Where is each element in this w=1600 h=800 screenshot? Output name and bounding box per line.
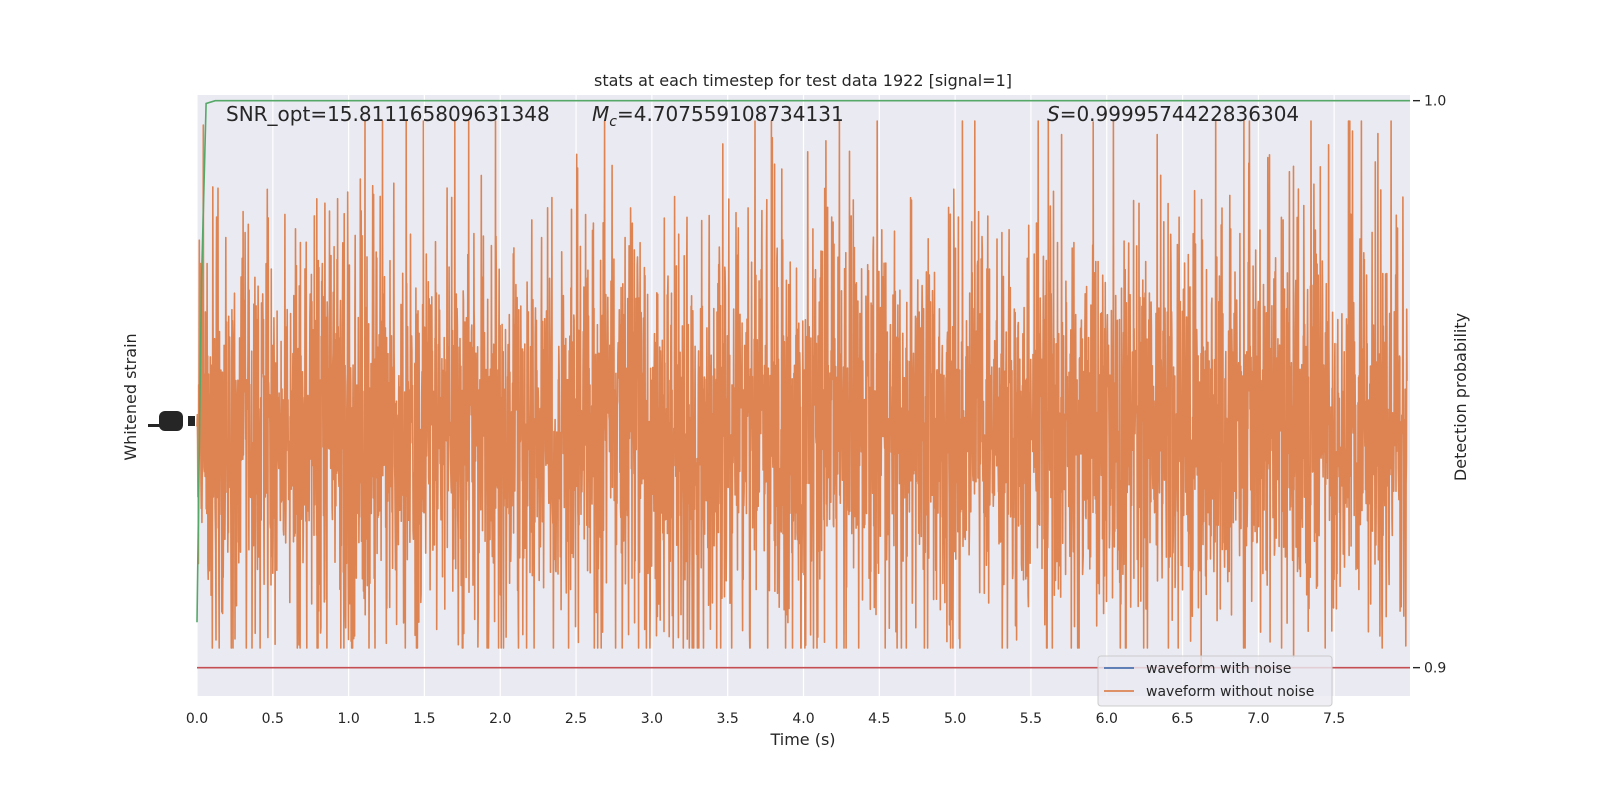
right-tick-label: 1.0 <box>1424 94 1446 110</box>
detection-stat-value: =0.9999574422836304 <box>1060 102 1299 126</box>
chirp-mass-symbol: M <box>592 102 609 126</box>
x-tick-label: 7.0 <box>1247 711 1269 727</box>
x-tick-label: 7.5 <box>1323 711 1345 727</box>
left-tick-mark <box>188 416 195 426</box>
right-y-axis-label: Detection probability <box>1451 313 1470 481</box>
detection-stat: S=0.9999574422836304 <box>1047 102 1299 126</box>
chirp-mass-subscript: c <box>609 114 617 130</box>
chart-title: stats at each timestep for test data 192… <box>594 71 1012 90</box>
chirp-mass-value: =4.707559108734131 <box>617 102 844 126</box>
waveform-without-noise-line <box>196 120 1408 668</box>
x-tick-label: 5.0 <box>944 711 966 727</box>
detection-stat-symbol: S <box>1047 102 1060 126</box>
x-tick-label: 6.0 <box>1096 711 1118 727</box>
legend: waveform with noise waveform without noi… <box>1097 655 1333 707</box>
x-tick-label: 3.0 <box>641 711 663 727</box>
detection-probability-line <box>196 99 1410 623</box>
series-detection-probability <box>196 99 1410 623</box>
x-axis-ticks: 0.0 0.5 1.0 1.5 2.0 2.5 3.0 3.5 4.0 4.5 5.0 5.5 6.0 6… <box>186 711 1345 727</box>
left-tick-blob <box>159 411 183 431</box>
x-tick-label: 1.5 <box>413 711 435 727</box>
x-tick-label: 6.5 <box>1171 711 1193 727</box>
chirp-mass-stat: Mc=4.707559108734131 <box>592 102 844 130</box>
legend-label-without-noise: waveform without noise <box>1146 684 1314 700</box>
x-tick-label: 2.0 <box>489 711 511 727</box>
x-tick-label: 4.0 <box>792 711 814 727</box>
x-tick-label: 4.5 <box>868 711 890 727</box>
x-tick-label: 5.5 <box>1020 711 1042 727</box>
snr-opt-stat: SNR_opt=15.811165809631348 <box>226 102 550 126</box>
x-tick-label: 0.0 <box>186 711 208 727</box>
left-axis-overlapping-ticks <box>148 411 195 431</box>
x-tick-label: 3.5 <box>717 711 739 727</box>
left-y-axis-label: Whitened strain <box>121 333 140 460</box>
series-waveform-without-noise <box>196 120 1408 668</box>
x-tick-label: 2.5 <box>565 711 587 727</box>
x-tick-label: 0.5 <box>262 711 284 727</box>
right-tick-label: 0.9 <box>1424 661 1446 677</box>
right-axis-ticks: 0.9 1.0 <box>1413 94 1446 677</box>
legend-box <box>1097 655 1333 707</box>
x-axis-label: Time (s) <box>769 730 835 749</box>
x-tick-label: 1.0 <box>337 711 359 727</box>
legend-label-with-noise: waveform with noise <box>1146 661 1291 677</box>
left-tick-dash <box>148 424 160 427</box>
